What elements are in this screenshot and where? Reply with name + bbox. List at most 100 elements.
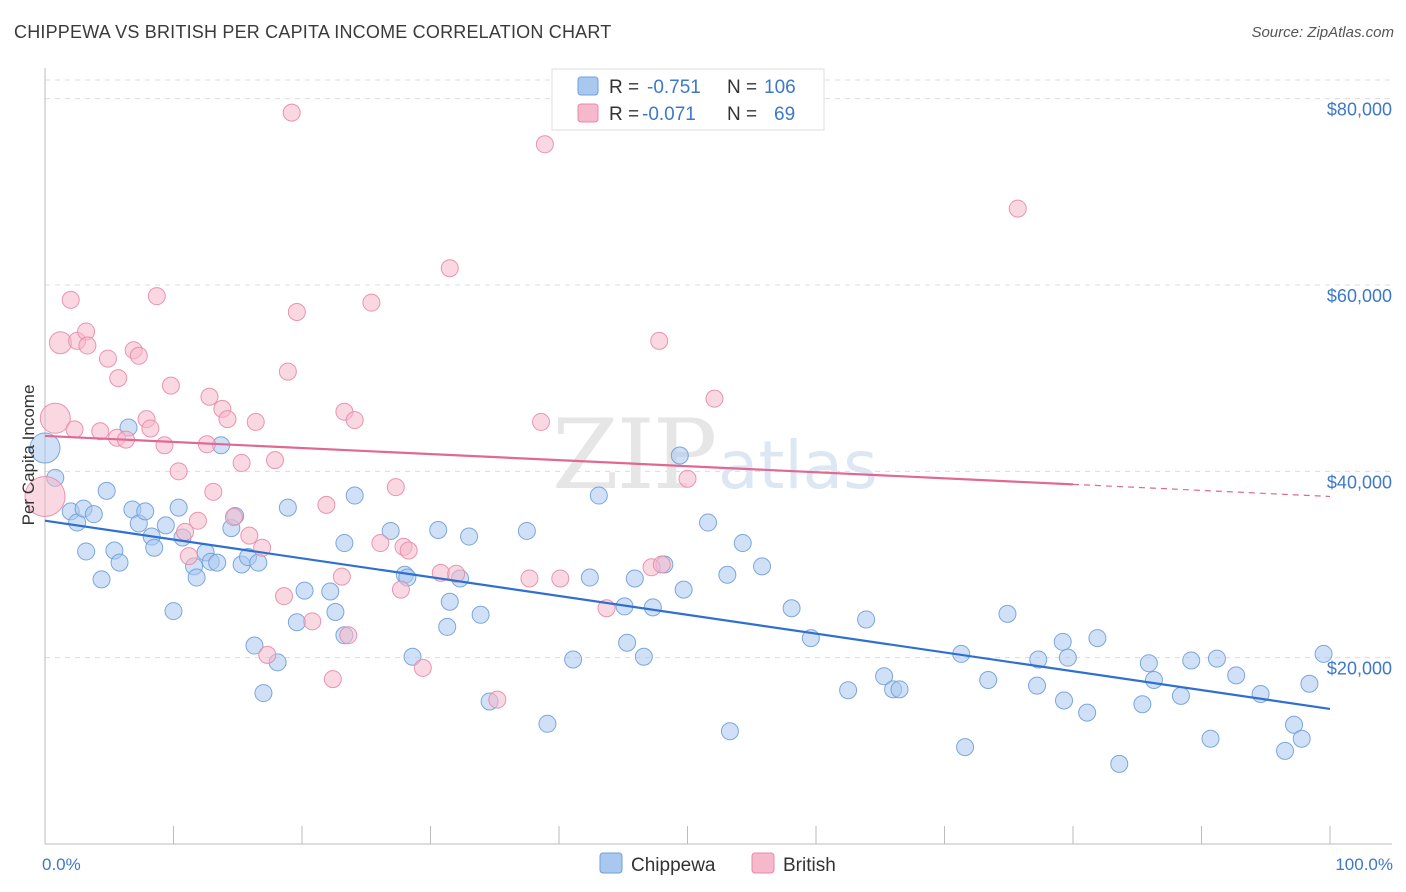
data-point-chippewa — [156, 516, 175, 535]
legend: Chippewa British — [599, 852, 836, 876]
data-point-chippewa — [517, 521, 536, 540]
data-point-british — [413, 658, 432, 677]
data-point-chippewa — [245, 636, 264, 655]
data-point-chippewa — [249, 553, 268, 572]
x-tick-label-start: 0.0% — [42, 855, 81, 874]
points-layer — [24, 103, 1333, 773]
data-point-chippewa — [287, 613, 306, 632]
trend-line-british — [44, 434, 1074, 486]
data-point-british — [520, 569, 539, 588]
data-point-british — [109, 369, 128, 388]
data-point-chippewa — [674, 580, 693, 599]
data-point-chippewa — [956, 738, 975, 757]
data-point-chippewa — [1088, 629, 1107, 648]
data-point-chippewa — [1133, 695, 1152, 714]
legend-label-british: British — [783, 855, 836, 876]
data-point-chippewa — [733, 534, 752, 553]
data-point-chippewa — [538, 714, 557, 733]
data-point-chippewa — [1053, 632, 1072, 651]
data-point-british — [141, 419, 160, 438]
data-point-chippewa — [326, 603, 345, 622]
data-point-chippewa — [187, 568, 206, 587]
stats-r-label-chippewa: R = — [609, 77, 639, 98]
axes-layer: $20,000 $40,000 $60,000 $80,000 0.0% 100.0% — [42, 68, 1393, 874]
data-point-chippewa — [1028, 676, 1047, 695]
data-point-british — [399, 541, 418, 560]
data-point-british — [303, 612, 322, 631]
y-axis-title: Per Capita Income — [19, 385, 38, 526]
data-point-chippewa — [564, 650, 583, 669]
data-point-chippewa — [29, 432, 61, 464]
data-point-british — [650, 331, 669, 350]
data-point-british — [240, 526, 259, 545]
data-point-chippewa — [77, 542, 96, 561]
data-point-british — [652, 555, 671, 574]
data-point-chippewa — [295, 581, 314, 600]
watermark: ZIP atlas — [552, 399, 878, 511]
data-point-chippewa — [1182, 651, 1201, 670]
data-point-chippewa — [643, 598, 662, 617]
y-tick-label: $60,000 — [1327, 286, 1392, 306]
y-tick-label: $80,000 — [1327, 100, 1392, 120]
stats-box: R = -0.751 N = 106 R = -0.071 N = 69 — [551, 68, 825, 131]
data-point-chippewa — [589, 486, 608, 505]
data-point-british — [204, 482, 223, 501]
data-point-chippewa — [1292, 729, 1311, 748]
data-point-chippewa — [1058, 648, 1077, 667]
data-point-chippewa — [670, 446, 689, 465]
data-point-british — [91, 422, 110, 441]
data-point-chippewa — [471, 605, 490, 624]
data-point-british — [362, 293, 381, 312]
source-credit: Source: ZipAtlas.com — [1251, 24, 1394, 41]
data-point-chippewa — [718, 565, 737, 584]
data-point-british — [535, 135, 554, 154]
stats-n-label-chippewa: N = — [727, 77, 757, 98]
data-point-chippewa — [136, 502, 155, 521]
stats-n-value-chippewa: 106 — [764, 77, 796, 98]
stats-n-label-british: N = — [727, 104, 757, 125]
data-point-chippewa — [169, 498, 188, 517]
watermark-zip: ZIP — [552, 399, 715, 511]
data-point-chippewa — [1144, 671, 1163, 690]
stats-n-value-british: 69 — [774, 104, 795, 125]
data-point-chippewa — [97, 481, 116, 500]
data-point-chippewa — [699, 513, 718, 532]
data-point-british — [447, 564, 466, 583]
data-point-chippewa — [753, 557, 772, 576]
data-point-british — [705, 389, 724, 408]
chart-title: CHIPPEWA VS BRITISH PER CAPITA INCOME CO… — [14, 22, 612, 42]
stats-swatch-chippewa — [577, 76, 599, 96]
data-point-british — [317, 495, 336, 514]
data-point-chippewa — [278, 498, 297, 517]
data-point-british — [224, 507, 243, 526]
data-point-chippewa — [839, 681, 858, 700]
legend-swatch-chippewa — [599, 852, 623, 874]
data-point-british — [332, 567, 351, 586]
data-point-british — [678, 469, 697, 488]
data-point-chippewa — [1171, 686, 1190, 705]
data-point-british — [188, 511, 207, 530]
data-point-chippewa — [1078, 703, 1097, 722]
data-point-chippewa — [440, 592, 459, 611]
legend-label-chippewa: Chippewa — [631, 855, 716, 876]
data-point-british — [551, 569, 570, 588]
data-point-chippewa — [1201, 729, 1220, 748]
data-point-chippewa — [1055, 691, 1074, 710]
data-point-british — [323, 670, 342, 689]
y-tick-label: $40,000 — [1327, 472, 1392, 492]
data-point-british — [1008, 199, 1027, 218]
data-point-chippewa — [110, 553, 129, 572]
data-point-chippewa — [92, 570, 111, 589]
data-point-british — [232, 453, 251, 472]
data-point-british — [200, 387, 219, 406]
data-point-chippewa — [1276, 741, 1295, 760]
data-point-chippewa — [321, 582, 340, 601]
data-point-british — [258, 645, 277, 664]
data-point-chippewa — [720, 722, 739, 741]
data-point-chippewa — [145, 538, 164, 557]
data-point-chippewa — [84, 505, 103, 524]
data-point-british — [61, 290, 80, 309]
data-point-chippewa — [1285, 715, 1304, 734]
watermark-atlas: atlas — [718, 427, 878, 504]
